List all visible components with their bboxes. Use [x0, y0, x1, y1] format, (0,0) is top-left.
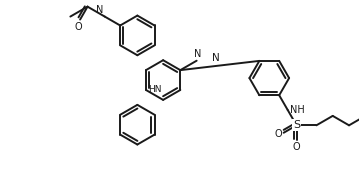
Text: O: O	[74, 21, 82, 31]
Text: S: S	[293, 120, 300, 130]
Text: O: O	[293, 142, 300, 152]
Text: O: O	[274, 129, 282, 139]
Text: N: N	[212, 53, 220, 63]
Text: N: N	[194, 49, 201, 59]
Text: N: N	[96, 4, 104, 15]
Text: NH: NH	[289, 105, 304, 115]
Text: HN: HN	[148, 85, 162, 94]
